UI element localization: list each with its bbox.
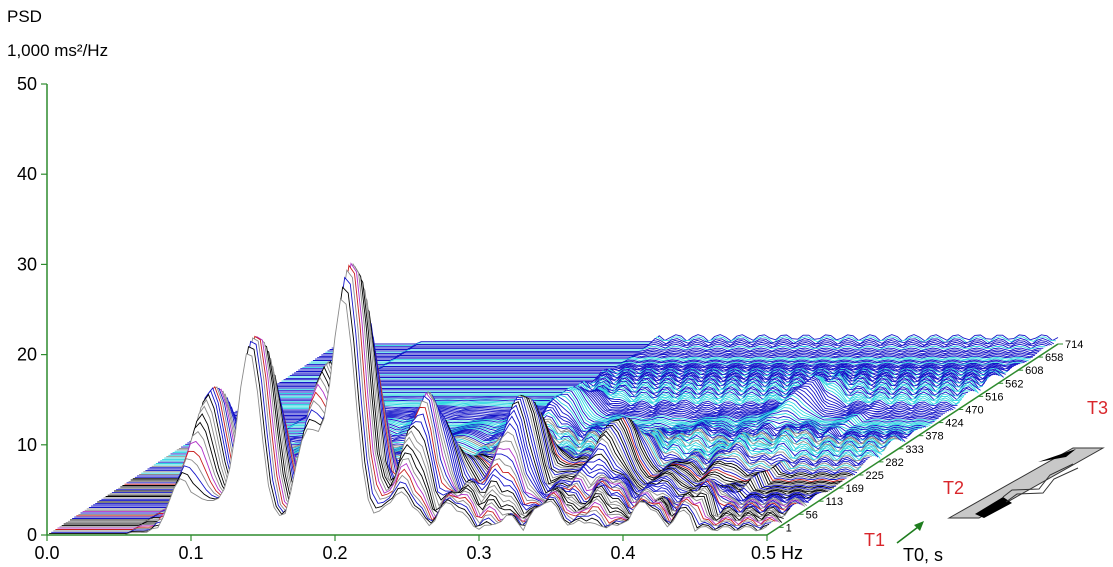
surface-traces <box>47 262 1059 536</box>
surface-trace <box>273 372 994 388</box>
y-tick-label: 40 <box>17 164 37 184</box>
depth-ticks: 1 56 1131692252823333784244705165626086587… <box>778 339 1083 534</box>
surface-trace <box>296 364 1017 372</box>
y-ticks: 0 10 20 30 40 50 <box>17 74 47 545</box>
depth-tick-label: 1 <box>786 522 792 534</box>
surface-trace <box>291 366 1013 375</box>
y-tick-label: 10 <box>17 435 37 455</box>
surface-trace-mask <box>65 280 786 523</box>
surface-trace-mask <box>95 405 816 504</box>
depth-axis-line <box>766 343 1059 536</box>
surface-trace <box>271 372 992 389</box>
depth-tick-label: 424 <box>945 418 963 430</box>
x-tick-label: 0.3 <box>466 543 491 563</box>
x-tick-label: 0.2 <box>322 543 347 563</box>
depth-tick-label: 516 <box>985 391 1003 403</box>
surface-trace <box>304 360 1025 367</box>
depth-arrowhead-icon <box>914 521 924 531</box>
y-tick-label: 20 <box>17 345 37 365</box>
surface-trace <box>306 359 1027 366</box>
surface-trace <box>310 356 1031 363</box>
surface-trace <box>298 363 1019 371</box>
surface-trace <box>338 334 1059 345</box>
y-tick-label: 0 <box>27 525 37 545</box>
surface-trace <box>266 373 988 392</box>
surface-trace <box>335 336 1056 346</box>
surface-trace <box>315 354 1036 360</box>
x-tick-label: 0.0 <box>34 543 59 563</box>
y-tick-label: 30 <box>17 254 37 274</box>
surface-trace <box>268 372 990 390</box>
surface-trace <box>264 373 986 393</box>
surface-trace <box>308 358 1029 364</box>
surface-trace <box>329 341 1050 350</box>
depth-tick-label: 169 <box>846 483 864 495</box>
surface-trace-mask <box>93 404 814 505</box>
depth-tick-label: 714 <box>1065 339 1083 351</box>
depth-arrow-icon <box>896 526 919 544</box>
x-tick-label: 0.4 <box>610 543 635 563</box>
depth-tick-label: 333 <box>905 444 923 456</box>
surface-trace <box>262 373 983 394</box>
surface-trace <box>283 368 1004 381</box>
surface-trace <box>321 349 1042 356</box>
depth-tick-label: 470 <box>965 404 983 416</box>
x-ticks: 0.0 0.1 0.2 0.3 0.4 0.5 Hz <box>34 535 803 563</box>
surface-trace <box>327 343 1048 352</box>
depth-tick-label: 562 <box>1005 378 1023 390</box>
depth-tick-label: 282 <box>885 457 903 469</box>
x-end-label: 0.5 Hz <box>751 543 803 563</box>
depth-tick-label: 608 <box>1025 365 1043 377</box>
depth-tick-label: 113 <box>826 496 844 508</box>
surface-trace <box>319 350 1040 357</box>
surface-trace-mask <box>63 272 784 524</box>
surface-trace <box>281 369 1002 382</box>
depth-tick-label: 378 <box>925 431 943 443</box>
y-axis-title-line2: 1,000 ms²/Hz <box>7 41 108 60</box>
phase-label-t3: T3 <box>1087 398 1108 418</box>
depth-tick-label: 56 <box>806 509 818 521</box>
phase-label-t2: T2 <box>943 478 964 498</box>
depth-axis-title: T0, s <box>903 545 943 565</box>
surface-trace <box>289 366 1011 377</box>
surface-trace <box>312 355 1033 361</box>
surface-trace <box>333 337 1055 348</box>
posture-diagram-icon <box>947 447 1105 519</box>
x-tick-label: 0.1 <box>178 543 203 563</box>
surface-trace <box>47 298 768 536</box>
surface-trace-mask <box>91 399 811 507</box>
surface-trace <box>287 367 1008 378</box>
surface-trace <box>294 365 1015 374</box>
surface-trace <box>331 340 1052 349</box>
surface-trace <box>302 361 1023 368</box>
surface-trace <box>285 368 1006 379</box>
y-tick-label: 50 <box>17 74 37 94</box>
y-axis-title-line1: PSD <box>7 7 42 26</box>
surface-trace <box>279 370 1000 383</box>
phase-label-t1: T1 <box>864 530 885 550</box>
surface-trace <box>323 347 1044 355</box>
depth-tick-label: 658 <box>1045 352 1063 364</box>
depth-tick-label: 225 <box>865 470 883 482</box>
surface-trace <box>317 352 1038 359</box>
